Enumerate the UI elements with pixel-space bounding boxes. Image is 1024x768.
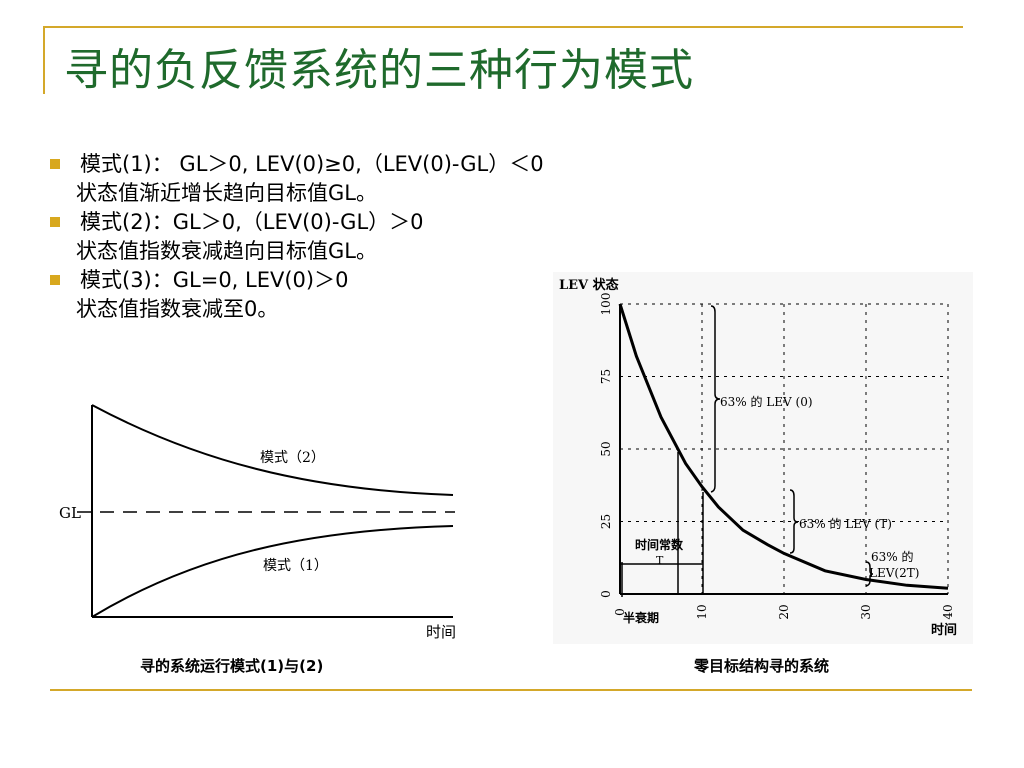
frame-left-rule [43,26,45,94]
bullet-line-2: 状态值指数衰减至0。 [76,297,279,321]
bullet-line-1: 模式(3)：GL=0, LEV(0)＞0 [80,268,349,292]
chart-axes [619,304,948,595]
y-tick-label: 100 [599,293,613,316]
lev-decay-chart: 0 25 50 75 100 0 10 20 30 40 LEV 状态 时间 63% 的 LEV… [553,272,973,644]
bullet-line-1: 模式(2)：GL＞0,（LEV(0)-GL）＞0 [80,210,424,234]
bullet-item-mode2: 模式(2)：GL＞0,（LEV(0)-GL）＞0 状态值指数衰减趋向目标值GL。 [48,208,748,266]
annotation-half-life: 半衰期 [623,610,659,625]
brace-levT [789,489,799,554]
bullet-line-2: 状态值指数衰减趋向目标值GL。 [76,239,377,263]
bullet-square-icon [50,275,60,285]
x-tick-label: 30 [859,604,873,619]
figure-left-x-label: 时间 [426,623,456,641]
y-tick-label: 50 [599,441,613,456]
bullet-line-1: 模式(1)： GL＞0, LEV(0)≥0,（LEV(0)-GL）＜0 [80,152,544,176]
annotation-pct-lev0: 63% 的 LEV (0) [720,394,813,409]
x-tick-label: 0 [613,608,627,616]
mode1-curve [91,525,454,618]
y-tick-label: 75 [599,369,613,384]
frame-bottom-rule [50,689,972,691]
y-tick-label: 0 [599,590,613,598]
chart-y-ticks: 0 25 50 75 100 [599,293,613,598]
annotation-pct-lev2T-1: 63% 的 [871,549,914,564]
bullet-item-mode1: 模式(1)： GL＞0, LEV(0)≥0,（LEV(0)-GL）＜0 状态值渐… [48,150,748,208]
caption-right: 零目标结构寻的系统 [694,657,830,675]
bullet-list: 模式(1)： GL＞0, LEV(0)≥0,（LEV(0)-GL）＜0 状态值渐… [48,150,748,324]
chart-annotations [621,305,874,597]
x-tick-label: 40 [941,604,955,619]
frame-top-rule [43,26,963,28]
bullet-item-mode3: 模式(3)：GL=0, LEV(0)＞0 状态值指数衰减至0。 [48,266,748,324]
chart-series-line [618,303,949,590]
annotation-pct-levT: 63% 的 LEV (T) [799,516,892,531]
annotation-T: T [656,554,664,567]
gl-label: GL [59,504,81,522]
annotation-pct-lev2T-2: LEV(2T) [869,566,919,580]
y-tick-label: 25 [599,514,613,529]
caption-left: 寻的系统运行模式(1)与(2) [140,657,324,675]
brace-lev2T [865,561,874,587]
slide-title: 寻的负反馈系统的三种行为模式 [64,45,694,96]
chart-grid [620,303,949,594]
chart-background [553,272,973,644]
figure-modes-1-2: GL 模式（2） 模式（1） 时间 [59,404,456,641]
mode1-label: 模式（1） [263,558,328,574]
bullet-square-icon [50,217,60,227]
annotation-time-constant: 时间常数 [635,537,684,552]
chart-ylabel: LEV 状态 [559,277,619,293]
bullet-square-icon [50,159,60,169]
bullet-line-2: 状态值渐近增长趋向目标值GL。 [76,181,377,205]
x-tick-label: 10 [695,604,709,619]
chart-xlabel: 时间 [931,622,957,638]
mode2-curve [91,404,454,496]
mode2-label: 模式（2） [260,450,325,466]
chart-x-ticks: 0 10 20 30 40 [613,604,955,619]
x-tick-label: 20 [777,604,791,619]
brace-lev0 [710,305,721,493]
